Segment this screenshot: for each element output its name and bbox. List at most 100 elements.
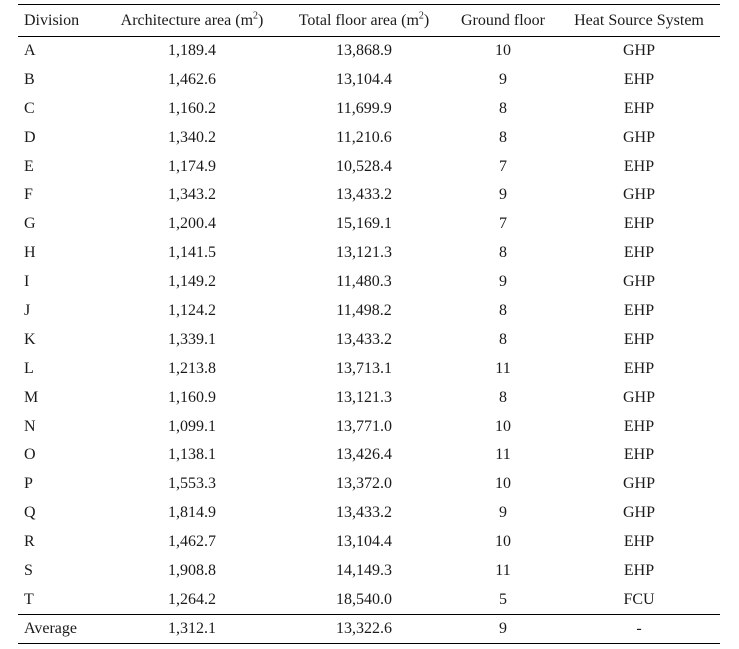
average-cell-total-floor-area: 13,322.6	[280, 613, 448, 644]
table-row: S 1,908.8 14,149.3 11 EHP	[18, 557, 720, 586]
table-row: F 1,343.2 13,433.2 9 GHP	[18, 181, 720, 210]
cell-architecture-area: 1,149.2	[168, 273, 216, 291]
cell-division: T	[24, 590, 34, 608]
cell-ground-floor: 5	[499, 590, 507, 608]
cell-architecture-area: 1,264.2	[168, 590, 216, 608]
cell-ground-floor: 10	[495, 42, 511, 60]
cell-heat-source-system: EHP	[623, 99, 655, 117]
cell-architecture-area: 1,462.7	[168, 533, 216, 551]
building-data-table: Division Architecture area (m2) Total fl…	[18, 4, 720, 644]
header-architecture-area-superscript: 2	[253, 10, 259, 22]
cell-heat-source-system: EHP	[623, 157, 655, 175]
cell-division: N	[24, 417, 36, 435]
average-cell-architecture-area: 1,312.1	[104, 613, 280, 644]
cell-ground-floor: 10	[495, 417, 511, 435]
table-body: A 1,189.4 13,868.9 10 GHP B 1,462.6 13,104.4 9 EH…	[18, 37, 720, 644]
table-row: G 1,200.4 15,169.1 7 EHP	[18, 210, 720, 239]
cell-heat-source-system: GHP	[622, 128, 655, 146]
cell-total-floor-area: 11,210.6	[336, 128, 392, 146]
cell-division: D	[24, 128, 36, 146]
header-division: Division	[18, 4, 104, 37]
cell-architecture-area: 1,339.1	[168, 330, 216, 348]
cell-architecture-area: 1,814.9	[168, 504, 216, 522]
cell-total-floor-area: 18,540.0	[336, 590, 392, 608]
cell-heat-source-system: EHP	[623, 417, 655, 435]
cell-ground-floor: 10	[495, 533, 511, 551]
cell-heat-source-system: GHP	[622, 475, 655, 493]
cell-total-floor-area: 13,771.0	[336, 417, 392, 435]
table-row: I 1,149.2 11,480.3 9 GHP	[18, 268, 720, 297]
table-row: T 1,264.2 18,540.0 5 FCU	[18, 585, 720, 614]
cell-total-floor-area: 13,104.4	[336, 533, 392, 551]
cell-division: Q	[24, 504, 36, 522]
cell-heat-source-system: EHP	[623, 446, 655, 464]
cell-ground-floor: 8	[499, 330, 507, 348]
average-cell-division: Average	[18, 613, 104, 644]
cell-architecture-area: 1,099.1	[168, 417, 216, 435]
cell-ground-floor: 8	[499, 128, 507, 146]
cell-total-floor-area: 13,121.3	[336, 388, 392, 406]
cell-ground-floor: 9	[499, 504, 507, 522]
cell-division: H	[24, 244, 36, 262]
cell-division: A	[24, 42, 36, 60]
cell-division: B	[24, 70, 35, 88]
header-ground-floor: Ground floor	[448, 4, 558, 37]
table-row: N 1,099.1 13,771.0 10 EHP	[18, 412, 720, 441]
header-row: Division Architecture area (m2) Total fl…	[18, 4, 720, 37]
table-header: Division Architecture area (m2) Total fl…	[18, 4, 720, 37]
header-architecture-area-text: Architecture area (m	[120, 11, 254, 29]
cell-heat-source-system: EHP	[623, 533, 655, 551]
table-row: R 1,462.7 13,104.4 10 EHP	[18, 528, 720, 557]
cell-ground-floor: 8	[499, 99, 507, 117]
cell-architecture-area: 1,160.2	[168, 99, 216, 117]
table-row: K 1,339.1 13,433.2 8 EHP	[18, 325, 720, 354]
cell-heat-source-system: EHP	[623, 330, 655, 348]
cell-heat-source-system: EHP	[623, 359, 655, 377]
cell-ground-floor: 9	[499, 186, 507, 204]
cell-ground-floor: 11	[495, 561, 511, 579]
cell-total-floor-area: 11,480.3	[336, 273, 392, 291]
cell-ground-floor: 11	[495, 359, 511, 377]
header-total-floor-area: Total floor area (m2)	[280, 4, 448, 37]
cell-ground-floor: 11	[495, 446, 511, 464]
cell-total-floor-area: 13,868.9	[336, 42, 392, 60]
cell-architecture-area: 1,553.3	[168, 475, 216, 493]
cell-architecture-area: 1,213.8	[168, 359, 216, 377]
cell-architecture-area: 1,124.2	[168, 301, 216, 319]
cell-division: L	[24, 359, 34, 377]
cell-architecture-area: 1,138.1	[168, 446, 216, 464]
table-row: M 1,160.9 13,121.3 8 GHP	[18, 383, 720, 412]
cell-heat-source-system: EHP	[623, 215, 655, 233]
cell-heat-source-system: GHP	[622, 273, 655, 291]
table-row: O 1,138.1 13,426.4 11 EHP	[18, 441, 720, 470]
header-total-floor-area-text: Total floor area (m	[298, 11, 419, 29]
table-row: E 1,174.9 10,528.4 7 EHP	[18, 152, 720, 181]
cell-division: R	[24, 533, 35, 551]
table-row: P 1,553.3 13,372.0 10 GHP	[18, 470, 720, 499]
cell-division: I	[24, 273, 30, 291]
table-row: B 1,462.6 13,104.4 9 EHP	[18, 65, 720, 94]
cell-total-floor-area: 11,498.2	[336, 301, 392, 319]
table-row: A 1,189.4 13,868.9 10 GHP	[18, 37, 720, 66]
cell-division: O	[24, 446, 36, 464]
cell-heat-source-system: EHP	[623, 244, 655, 262]
cell-architecture-area: 1,340.2	[168, 128, 216, 146]
cell-division: S	[24, 561, 33, 579]
cell-total-floor-area: 13,713.1	[336, 359, 392, 377]
header-total-floor-area-superscript: 2	[418, 10, 424, 22]
cell-total-floor-area: 13,121.3	[336, 244, 392, 262]
cell-ground-floor: 10	[495, 475, 511, 493]
cell-total-floor-area: 11,699.9	[336, 99, 392, 117]
building-data-table-container: Division Architecture area (m2) Total fl…	[18, 4, 720, 644]
table-row: Q 1,814.9 13,433.2 9 GHP	[18, 499, 720, 528]
cell-heat-source-system: GHP	[622, 388, 655, 406]
cell-heat-source-system: GHP	[622, 186, 655, 204]
cell-total-floor-area: 15,169.1	[336, 215, 392, 233]
table-row: L 1,213.8 13,713.1 11 EHP	[18, 354, 720, 383]
cell-architecture-area: 1,462.6	[168, 70, 216, 88]
cell-architecture-area: 1,160.9	[168, 388, 216, 406]
cell-division: J	[24, 301, 31, 319]
cell-architecture-area: 1,141.5	[168, 244, 216, 262]
cell-heat-source-system: GHP	[622, 42, 655, 60]
cell-total-floor-area: 13,372.0	[336, 475, 392, 493]
